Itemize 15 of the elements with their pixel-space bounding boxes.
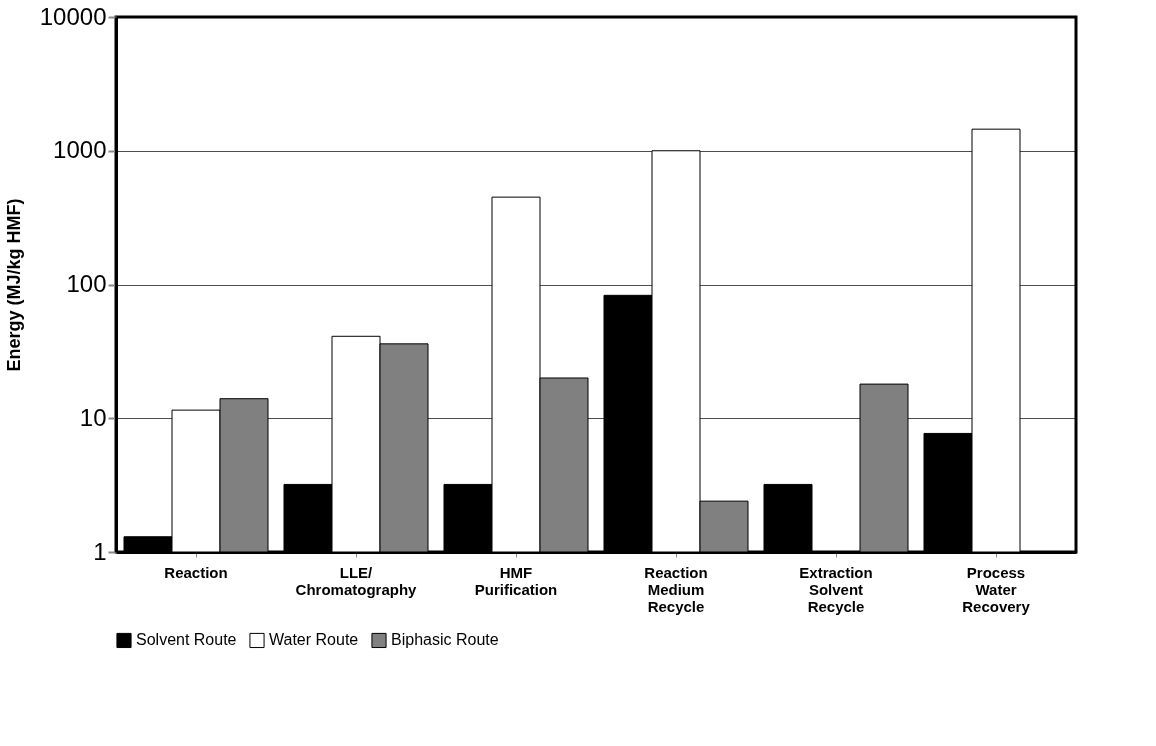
y-tick-label: 100 bbox=[66, 270, 107, 297]
x-tick-label: Reaction bbox=[164, 563, 228, 581]
legend-label: Solvent Route bbox=[136, 631, 237, 649]
y-tick-label: 10000 bbox=[39, 2, 107, 30]
x-tick-label: Extraction Solvent Recycle bbox=[799, 563, 873, 615]
y-tick-label: 1000 bbox=[53, 136, 107, 164]
y-tick-label: 10 bbox=[79, 403, 107, 431]
x-tick-label: LLE/ Chromatography bbox=[295, 563, 418, 598]
x-tick-label: HMF Purification bbox=[474, 563, 558, 598]
x-tick-label: Process Water Recovery bbox=[962, 563, 1031, 615]
y-tick-label: 1 bbox=[93, 537, 107, 565]
y-axis-title: Energy (MJ/kg HMF) bbox=[3, 198, 24, 372]
x-tick-label: Reaction Medium Recycle bbox=[644, 563, 708, 615]
legend-label: Biphasic Route bbox=[391, 631, 499, 649]
legend-label: Water Route bbox=[269, 631, 359, 649]
